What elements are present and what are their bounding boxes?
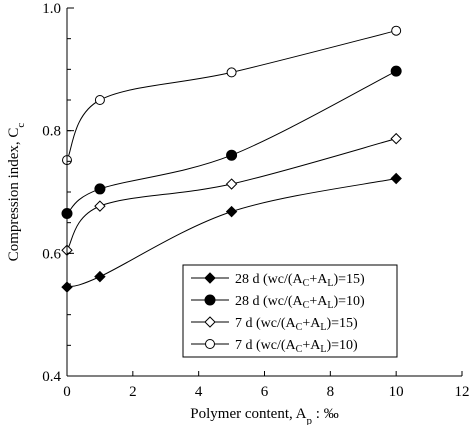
data-point	[225, 205, 238, 218]
x-tick-label: 2	[129, 384, 137, 400]
x-axis-label: Polymer content, Ap : ‰	[190, 406, 338, 425]
series-line	[66, 138, 397, 251]
data-point	[390, 132, 402, 145]
series-2	[61, 65, 402, 219]
y-axis-label: Compression index, Cc	[6, 123, 27, 262]
x-tick-label: 0	[63, 384, 71, 400]
x-tick-label: 6	[261, 384, 269, 400]
y-tick-label: 0.6	[42, 246, 61, 262]
x-tick-label: 8	[327, 384, 335, 400]
x-tick-label: 10	[389, 384, 404, 400]
legend-box	[182, 264, 398, 358]
series-3	[61, 132, 402, 256]
data-point	[226, 67, 237, 78]
series-line	[66, 70, 397, 214]
legend-label: 28 d (wc/(AC+AL)=15)	[235, 272, 365, 289]
legend: 28 d (wc/(AC+AL)=15) 28 d (wc/(AC+AL)=10)…	[182, 264, 398, 358]
data-point	[391, 25, 402, 36]
data-point	[94, 200, 106, 212]
legend-marker	[204, 294, 216, 306]
y-tick-label: 1.0	[42, 1, 61, 17]
y-tick-label: 0.4	[42, 369, 61, 385]
data-point	[390, 172, 402, 185]
data-point	[225, 178, 238, 190]
data-point	[94, 270, 106, 283]
data-point	[226, 149, 238, 161]
series-line	[66, 30, 397, 161]
series-line	[66, 178, 397, 288]
data-point	[390, 65, 402, 77]
series-4	[62, 25, 402, 166]
legend-marker	[204, 316, 216, 328]
legend-marker	[204, 272, 216, 284]
legend-label: 7 d (wc/(AC+AL)=15)	[235, 316, 358, 333]
legend-label: 7 d (wc/(AC+AL)=10)	[235, 338, 358, 355]
data-point	[94, 95, 105, 105]
y-tick-label: 0.8	[42, 124, 61, 140]
axes: 0 2 4 6 8 10 12 0.4 0.6 0.8 1.0 Polymer content, Ap…	[6, 1, 470, 425]
plot-area	[61, 25, 402, 293]
legend-label: 28 d (wc/(AC+AL)=10)	[235, 294, 365, 311]
series-1	[61, 172, 402, 293]
legend-marker	[205, 339, 215, 349]
data-point	[94, 183, 106, 195]
x-tick-label: 4	[195, 384, 203, 400]
x-tick-label: 12	[455, 384, 470, 400]
